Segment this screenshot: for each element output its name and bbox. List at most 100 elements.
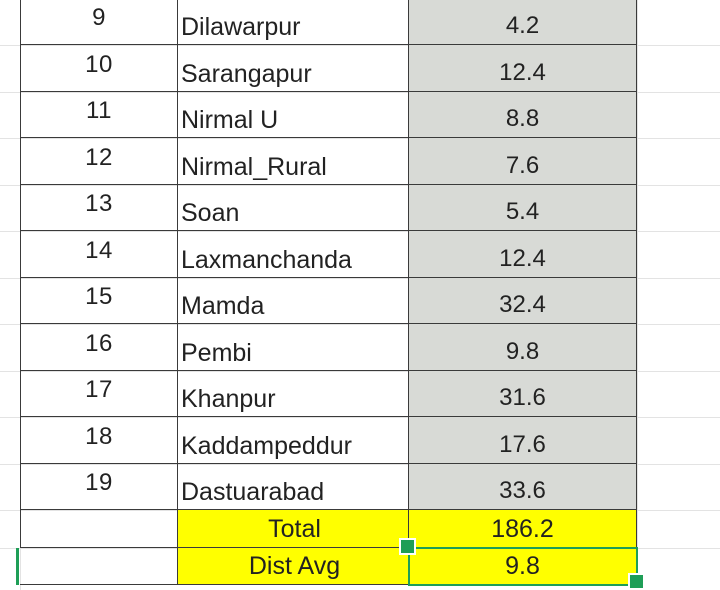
serial-number-cell[interactable]: 18 bbox=[20, 417, 178, 464]
table-row[interactable]: 19 Dastuarabad 33.6 bbox=[0, 464, 720, 510]
dist-avg-row[interactable]: Dist Avg 9.8 bbox=[0, 548, 720, 585]
value-cell[interactable]: 12.4 bbox=[409, 45, 637, 92]
value: 8.8 bbox=[505, 105, 540, 132]
serial-number: 10 bbox=[85, 51, 113, 78]
serial-number-cell[interactable]: 15 bbox=[20, 278, 178, 324]
value: 5.4 bbox=[505, 198, 540, 225]
mandal-name-cell[interactable]: Pembi bbox=[178, 324, 409, 371]
total-empty-cell[interactable] bbox=[20, 510, 178, 548]
avg-empty-cell[interactable] bbox=[20, 548, 178, 585]
value: 17.6 bbox=[499, 431, 546, 458]
gridline bbox=[0, 92, 720, 93]
value-cell[interactable]: 4.2 bbox=[409, 0, 637, 45]
total-value: 186.2 bbox=[491, 515, 554, 543]
serial-number-cell[interactable]: 12 bbox=[20, 138, 178, 185]
mandal-name-cell[interactable]: Laxmanchanda bbox=[178, 231, 409, 278]
table-row[interactable]: 15 Mamda 32.4 bbox=[0, 278, 720, 324]
value-cell[interactable]: 8.8 bbox=[409, 92, 637, 138]
serial-number: 19 bbox=[85, 469, 113, 496]
table-row[interactable]: 13 Soan 5.4 bbox=[0, 185, 720, 231]
mandal-name: Dastuarabad bbox=[181, 478, 325, 506]
mandal-name: Nirmal U bbox=[181, 106, 279, 134]
mandal-name-cell[interactable]: Mamda bbox=[178, 278, 409, 324]
value-cell[interactable]: 5.4 bbox=[409, 185, 637, 231]
mandal-name: Laxmanchanda bbox=[181, 246, 352, 274]
serial-number: 12 bbox=[85, 144, 113, 171]
serial-number: 14 bbox=[85, 237, 113, 264]
value: 7.6 bbox=[505, 152, 540, 179]
active-row-indicator bbox=[16, 548, 19, 585]
value: 9.8 bbox=[505, 338, 540, 365]
serial-number-cell[interactable]: 9 bbox=[20, 0, 178, 45]
gridline bbox=[0, 464, 720, 465]
value: 32.4 bbox=[499, 291, 546, 318]
avg-value-cell[interactable]: 9.8 bbox=[409, 548, 637, 585]
total-row[interactable]: Total 186.2 bbox=[0, 510, 720, 548]
gridline bbox=[0, 231, 720, 232]
mandal-name-cell[interactable]: Soan bbox=[178, 185, 409, 231]
table-row[interactable]: 9 Dilawarpur 4.2 bbox=[0, 0, 720, 45]
fill-handle[interactable] bbox=[628, 573, 645, 590]
mandal-name-cell[interactable]: Dastuarabad bbox=[178, 464, 409, 510]
selection-start-handle[interactable] bbox=[399, 538, 416, 555]
mandal-name-cell[interactable]: Kaddampeddur bbox=[178, 417, 409, 464]
table-row[interactable]: 12 Nirmal_Rural 7.6 bbox=[0, 138, 720, 185]
value: 33.6 bbox=[499, 477, 546, 504]
avg-label-cell[interactable]: Dist Avg bbox=[178, 548, 409, 585]
gridline bbox=[0, 324, 720, 325]
dist-avg-label: Dist Avg bbox=[248, 552, 341, 580]
table-row[interactable]: 16 Pembi 9.8 bbox=[0, 324, 720, 371]
table-row[interactable]: 17 Khanpur 31.6 bbox=[0, 371, 720, 417]
serial-number-cell[interactable]: 19 bbox=[20, 464, 178, 510]
value-cell[interactable]: 17.6 bbox=[409, 417, 637, 464]
serial-number-cell[interactable]: 17 bbox=[20, 371, 178, 417]
table-row[interactable]: 11 Nirmal U 8.8 bbox=[0, 92, 720, 138]
value-cell[interactable]: 7.6 bbox=[409, 138, 637, 185]
serial-number: 9 bbox=[92, 4, 106, 31]
value: 12.4 bbox=[499, 245, 546, 272]
serial-number-cell[interactable]: 10 bbox=[20, 45, 178, 92]
gridline bbox=[0, 371, 720, 372]
serial-number: 15 bbox=[85, 283, 113, 310]
mandal-name-cell[interactable]: Khanpur bbox=[178, 371, 409, 417]
value-cell[interactable]: 12.4 bbox=[409, 231, 637, 278]
mandal-name: Mamda bbox=[181, 292, 265, 320]
mandal-name: Khanpur bbox=[181, 385, 276, 413]
value: 31.6 bbox=[499, 384, 546, 411]
mandal-name-cell[interactable]: Nirmal U bbox=[178, 92, 409, 138]
serial-number: 16 bbox=[85, 330, 113, 357]
dist-avg-value: 9.8 bbox=[505, 552, 540, 580]
mandal-name: Kaddampeddur bbox=[181, 432, 352, 460]
mandal-name: Pembi bbox=[181, 339, 252, 367]
gridline bbox=[0, 138, 720, 139]
serial-number-cell[interactable]: 16 bbox=[20, 324, 178, 371]
serial-number-cell[interactable]: 11 bbox=[20, 92, 178, 138]
mandal-name-cell[interactable]: Sarangapur bbox=[178, 45, 409, 92]
mandal-name-cell[interactable]: Nirmal_Rural bbox=[178, 138, 409, 185]
value-cell[interactable]: 33.6 bbox=[409, 464, 637, 510]
gridline bbox=[637, 0, 638, 590]
serial-number-cell[interactable]: 13 bbox=[20, 185, 178, 231]
gridline bbox=[0, 417, 720, 418]
total-value-cell[interactable]: 186.2 bbox=[409, 510, 637, 548]
serial-number-cell[interactable]: 14 bbox=[20, 231, 178, 278]
table-row[interactable]: 14 Laxmanchanda 12.4 bbox=[0, 231, 720, 278]
total-label: Total bbox=[268, 515, 321, 543]
value: 12.4 bbox=[499, 59, 546, 86]
serial-number: 11 bbox=[86, 97, 112, 124]
serial-number: 18 bbox=[85, 423, 113, 450]
mandal-name: Sarangapur bbox=[181, 60, 312, 88]
value: 4.2 bbox=[505, 12, 540, 39]
value-cell[interactable]: 31.6 bbox=[409, 371, 637, 417]
table-row[interactable]: 10 Sarangapur 12.4 bbox=[0, 45, 720, 92]
mandal-name-cell[interactable]: Dilawarpur bbox=[178, 0, 409, 45]
mandal-name: Soan bbox=[181, 199, 240, 227]
value-cell[interactable]: 9.8 bbox=[409, 324, 637, 371]
table-row[interactable]: 18 Kaddampeddur 17.6 bbox=[0, 417, 720, 464]
gridline bbox=[0, 185, 720, 186]
serial-number: 17 bbox=[85, 376, 113, 403]
value-cell[interactable]: 32.4 bbox=[409, 278, 637, 324]
total-label-cell[interactable]: Total bbox=[178, 510, 409, 548]
gridline bbox=[0, 278, 720, 279]
